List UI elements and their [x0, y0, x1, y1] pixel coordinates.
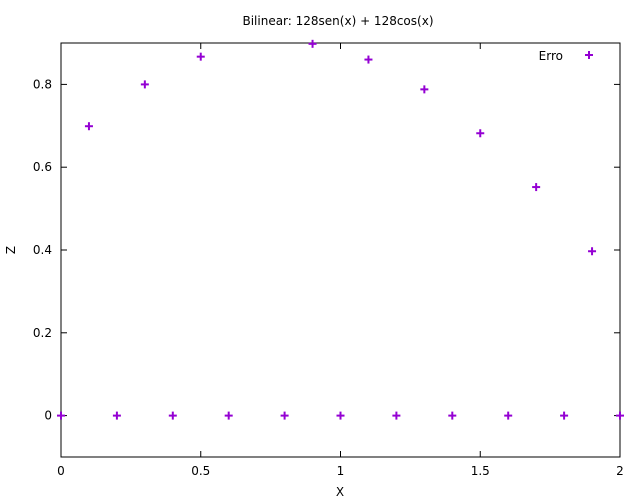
- x-axis-label: X: [336, 485, 344, 499]
- chart-title: Bilinear: 128sen(x) + 128cos(x): [242, 14, 433, 28]
- data-point: [57, 411, 65, 420]
- x-tick-label: 1.5: [471, 464, 490, 478]
- x-tick-label: 1: [337, 464, 345, 478]
- y-tick-label: 0: [44, 409, 52, 423]
- data-point: [336, 411, 345, 420]
- x-axis-ticks: 0 0.5 1 1.5 2: [57, 43, 624, 478]
- data-point: [112, 411, 121, 420]
- data-points: [57, 39, 624, 420]
- x-tick-label: 0: [57, 464, 65, 478]
- data-point: [364, 55, 373, 64]
- plot-frame: [60, 42, 621, 458]
- data-point: [224, 411, 233, 420]
- data-point: [532, 183, 541, 192]
- y-tick-label: 0.8: [33, 77, 52, 91]
- legend-marker-erro: [585, 51, 593, 59]
- data-point: [196, 52, 205, 61]
- legend: Erro: [539, 49, 593, 63]
- data-point: [280, 411, 289, 420]
- data-point: [476, 129, 485, 138]
- data-point: [504, 411, 513, 420]
- y-tick-label: 0.4: [33, 243, 52, 257]
- data-point: [308, 39, 317, 48]
- data-point: [616, 411, 624, 420]
- data-point: [420, 85, 429, 94]
- y-tick-label: 0.2: [33, 326, 52, 340]
- data-point: [84, 122, 93, 131]
- data-point: [140, 80, 149, 89]
- x-tick-label: 2: [616, 464, 624, 478]
- y-tick-label: 0.6: [33, 160, 52, 174]
- data-point: [392, 411, 401, 420]
- data-point: [560, 411, 569, 420]
- y-axis-ticks: 0 0.2 0.4 0.6 0.8: [33, 77, 620, 423]
- data-point: [168, 411, 177, 420]
- x-tick-label: 0.5: [191, 464, 210, 478]
- legend-label-erro: Erro: [539, 49, 563, 63]
- data-point: [448, 411, 457, 420]
- data-point: [588, 247, 597, 256]
- y-axis-label: Z: [4, 246, 18, 254]
